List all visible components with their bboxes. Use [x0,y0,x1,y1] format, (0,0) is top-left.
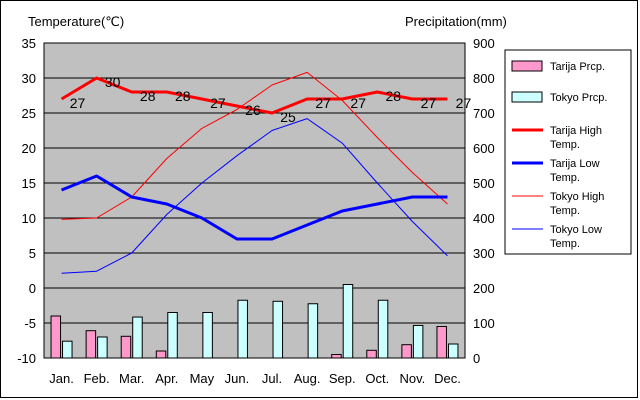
x-tick-label: Jul. [262,371,282,386]
x-tick-label: Feb. [84,371,110,386]
data-label: 27 [315,95,331,111]
x-tick-label: Mar. [119,371,144,386]
x-tick-label: May [190,371,215,386]
left-tick-label: 25 [22,106,36,121]
precip-bar [50,315,62,359]
data-label: 27 [70,95,86,111]
x-tick-label: Apr. [155,371,178,386]
precip-bar [132,316,143,359]
right-tick-label: 200 [473,281,495,296]
legend-box [504,49,632,255]
precip-bar [377,299,389,359]
right-axis-title: Precipitation(mm) [405,14,507,29]
temp-line [60,174,448,241]
precip-bar [202,312,213,359]
left-tick-label: 20 [22,141,36,156]
data-label: 27 [350,95,366,111]
left-tick-label: -10 [17,351,36,366]
precip-bar [237,299,248,359]
x-tick-label: Jan. [49,371,74,386]
legend-label: Tarija Prcp. [550,61,605,73]
right-tick-label: 400 [473,211,495,226]
right-tick-label: 0 [473,351,480,366]
precip-bar [85,330,97,359]
legend-label: Temp. [550,139,580,151]
precip-bar [342,284,354,359]
right-tick-label: 900 [473,36,495,51]
right-tick-label: 500 [473,176,495,191]
left-tick-label: 0 [29,281,36,296]
precip-bar [401,344,412,359]
x-tick-label: Jun. [225,371,250,386]
x-tick-label: Aug. [294,371,321,386]
legend-label: Tokyo High [550,191,604,203]
right-tick-label: 700 [473,106,495,121]
right-tick-label: 100 [473,316,495,331]
precip-bar [307,303,319,359]
left-tick-label: -5 [24,316,36,331]
data-label: 28 [140,88,156,104]
temp-line [60,76,448,115]
x-tick-label: Dec. [434,371,461,386]
left-tick-label: 15 [22,176,36,191]
precip-bar [412,324,424,359]
temp-line [61,118,448,274]
legend-label: Tarija High [550,125,602,137]
right-tick-label: 600 [473,141,495,156]
legend-label: Tokyo Prcp. [550,92,607,104]
data-label: 27 [456,95,472,111]
left-tick-label: 30 [22,71,36,86]
left-tick-label: 5 [29,246,36,261]
legend-label: Temp. [550,238,580,250]
precip-bar [62,340,73,359]
left-axis-title: Temperature(℃) [28,14,124,29]
data-label: 28 [175,88,191,104]
x-tick-label: Oct. [365,371,389,386]
right-tick-label: 800 [473,71,495,86]
precip-bar [366,349,377,359]
precip-bar [97,336,108,359]
legend-swatch [511,91,543,103]
precip-bar [331,354,342,359]
legend-label: Tarija Low [550,158,600,170]
precip-bar [447,343,459,359]
data-label: 26 [245,102,261,118]
data-label: 27 [210,95,226,111]
precip-bar [120,335,132,359]
left-tick-label: 35 [22,36,36,51]
precip-bar [272,300,284,359]
temp-line [61,71,448,220]
legend-label: Tokyo Low [550,224,602,236]
data-label: 25 [280,109,296,125]
data-label: 28 [386,88,402,104]
legend-label: Temp. [550,172,580,184]
legend-label: Temp. [550,205,580,217]
precip-bar [155,350,167,359]
x-tick-label: Nov. [399,371,425,386]
x-tick-label: Sep. [329,371,356,386]
data-label: 27 [421,95,437,111]
precip-bar [436,326,447,359]
precip-bar [167,312,178,359]
left-tick-label: 10 [22,211,36,226]
right-tick-label: 300 [473,246,495,261]
legend-swatch [511,60,543,72]
data-label: 30 [105,74,121,90]
